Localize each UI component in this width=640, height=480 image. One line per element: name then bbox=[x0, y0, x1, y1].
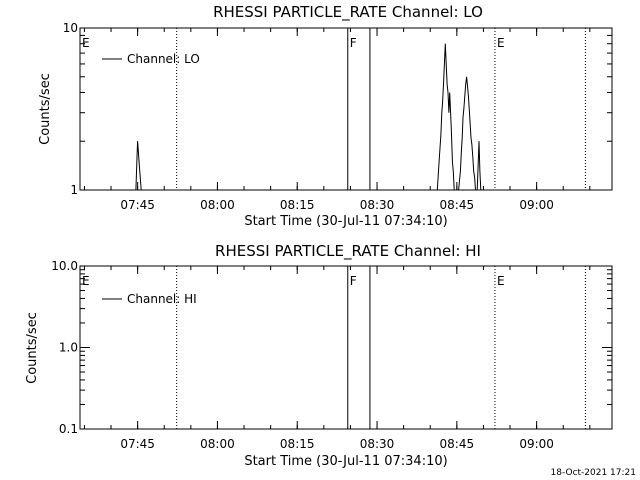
y-tick-label-lo-1: 10 bbox=[63, 21, 78, 35]
y-tick-label-hi-1: 1.0 bbox=[59, 341, 78, 355]
panel-hi-y-ticks: 0.1 1.0 10.0 bbox=[51, 259, 612, 436]
x-tick-label-hi-5: 09:00 bbox=[519, 437, 554, 451]
x-tick-label-hi-0: 07:45 bbox=[120, 437, 155, 451]
x-tick-label-lo-1: 08:00 bbox=[200, 198, 235, 212]
panel-hi-legend: Channel: HI bbox=[102, 292, 197, 306]
y-tick-label-lo-0: 1 bbox=[70, 183, 78, 197]
legend-label-hi: Channel: HI bbox=[127, 292, 197, 306]
annotation-lo-2: E bbox=[497, 36, 505, 50]
x-tick-label-hi-4: 08:45 bbox=[440, 437, 475, 451]
y-tick-label-hi-0: 0.1 bbox=[59, 422, 78, 436]
panel-hi-y-label: Counts/sec bbox=[25, 312, 40, 384]
annotation-hi-2: E bbox=[497, 274, 505, 288]
x-tick-label-hi-3: 08:30 bbox=[360, 437, 395, 451]
panel-lo-x-ticks: 07:45 08:00 08:15 08:30 08:45 09:00 bbox=[83, 28, 591, 212]
panel-hi-title: RHESSI PARTICLE_RATE Channel: HI bbox=[215, 242, 481, 261]
y-tick-label-hi-2: 10.0 bbox=[51, 259, 78, 273]
x-tick-label-hi-1: 08:00 bbox=[200, 437, 235, 451]
x-tick-label-lo-4: 08:45 bbox=[440, 198, 475, 212]
panel-hi-x-label: Start Time (30-Jul-11 07:34:10) bbox=[244, 454, 447, 469]
legend-label-lo: Channel: LO bbox=[127, 52, 200, 66]
x-tick-label-lo-2: 08:15 bbox=[280, 198, 315, 212]
panel-lo-y-label: Counts/sec bbox=[38, 73, 53, 145]
panel-hi-markers bbox=[176, 266, 586, 429]
footer-timestamp: 18-Oct-2021 17:21 bbox=[551, 468, 636, 478]
x-tick-label-lo-3: 08:30 bbox=[360, 198, 395, 212]
annotation-hi-1: F bbox=[350, 274, 357, 288]
panel-hi: RHESSI PARTICLE_RATE Channel: HI Counts/… bbox=[25, 242, 613, 469]
panel-lo-legend: Channel: LO bbox=[102, 52, 200, 66]
series-line-lo bbox=[80, 43, 612, 191]
panel-lo-markers bbox=[176, 28, 586, 190]
panel-lo-title: RHESSI PARTICLE_RATE Channel: LO bbox=[213, 3, 483, 22]
panel-lo-x-label: Start Time (30-Jul-11 07:34:10) bbox=[244, 214, 447, 229]
annotation-hi-0: E bbox=[82, 274, 90, 288]
annotation-lo-1: F bbox=[350, 36, 357, 50]
panel-lo: RHESSI PARTICLE_RATE Channel: LO Counts/… bbox=[38, 3, 613, 229]
x-tick-label-lo-5: 09:00 bbox=[519, 198, 554, 212]
panel-hi-x-ticks: 07:45 08:00 08:15 08:30 08:45 09:00 bbox=[83, 266, 591, 451]
x-tick-label-lo-0: 07:45 bbox=[120, 198, 155, 212]
annotation-lo-0: E bbox=[82, 36, 90, 50]
x-tick-label-hi-2: 08:15 bbox=[280, 437, 315, 451]
